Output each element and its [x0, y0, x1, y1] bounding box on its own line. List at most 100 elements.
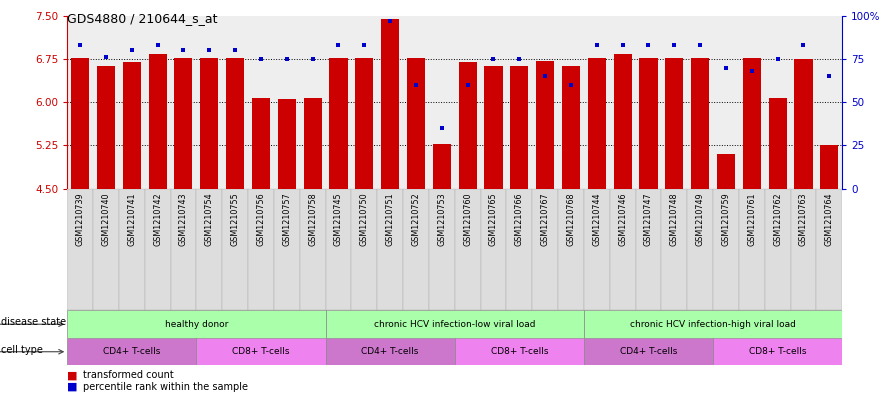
- Bar: [588, 59, 606, 189]
- Text: chronic HCV infection-high viral load: chronic HCV infection-high viral load: [630, 320, 796, 329]
- Bar: [222, 189, 248, 310]
- Point: [797, 42, 811, 48]
- Bar: [97, 66, 115, 189]
- Bar: [661, 189, 687, 310]
- Text: GSM1210739: GSM1210739: [75, 192, 84, 246]
- Bar: [67, 310, 325, 338]
- Bar: [170, 189, 196, 310]
- Point: [513, 56, 527, 62]
- Bar: [665, 59, 684, 189]
- Text: GSM1210764: GSM1210764: [825, 192, 834, 246]
- Point: [668, 42, 682, 48]
- Point: [125, 47, 139, 53]
- Text: CD4+ T-cells: CD4+ T-cells: [620, 347, 677, 356]
- Bar: [713, 338, 842, 365]
- Text: GSM1210753: GSM1210753: [437, 192, 446, 246]
- Bar: [248, 189, 274, 310]
- Text: GSM1210741: GSM1210741: [127, 192, 136, 246]
- Text: GSM1210746: GSM1210746: [618, 192, 627, 246]
- Point: [280, 56, 294, 62]
- Bar: [325, 310, 584, 338]
- Point: [461, 82, 475, 88]
- Bar: [790, 189, 816, 310]
- Point: [202, 47, 217, 53]
- Text: GSM1210751: GSM1210751: [385, 192, 394, 246]
- Bar: [769, 97, 787, 189]
- Text: GSM1210765: GSM1210765: [489, 192, 498, 246]
- Point: [383, 18, 397, 24]
- Point: [719, 64, 733, 71]
- Point: [771, 56, 785, 62]
- Text: CD8+ T-cells: CD8+ T-cells: [749, 347, 806, 356]
- Text: GSM1210767: GSM1210767: [540, 192, 549, 246]
- Text: GSM1210758: GSM1210758: [308, 192, 317, 246]
- Point: [616, 42, 630, 48]
- Point: [151, 42, 165, 48]
- Text: GSM1210749: GSM1210749: [695, 192, 704, 246]
- Text: GSM1210762: GSM1210762: [773, 192, 782, 246]
- Text: GSM1210754: GSM1210754: [205, 192, 214, 246]
- Text: GSM1210744: GSM1210744: [592, 192, 601, 246]
- Bar: [687, 189, 713, 310]
- Bar: [816, 189, 842, 310]
- Bar: [506, 189, 532, 310]
- Bar: [454, 338, 584, 365]
- Point: [693, 42, 707, 48]
- Bar: [717, 154, 735, 189]
- Bar: [67, 338, 196, 365]
- Point: [99, 54, 113, 61]
- Text: chronic HCV infection-low viral load: chronic HCV infection-low viral load: [374, 320, 536, 329]
- Text: GSM1210756: GSM1210756: [256, 192, 265, 246]
- Point: [564, 82, 578, 88]
- Bar: [274, 189, 299, 310]
- Text: healthy donor: healthy donor: [165, 320, 228, 329]
- Bar: [480, 189, 506, 310]
- Text: GSM1210763: GSM1210763: [799, 192, 808, 246]
- Text: GSM1210761: GSM1210761: [747, 192, 756, 246]
- Bar: [429, 189, 454, 310]
- Text: GSM1210757: GSM1210757: [282, 192, 291, 246]
- Text: transformed count: transformed count: [83, 370, 174, 380]
- Text: GSM1210740: GSM1210740: [101, 192, 110, 246]
- Bar: [226, 59, 245, 189]
- Text: GSM1210745: GSM1210745: [334, 192, 343, 246]
- Bar: [433, 144, 451, 189]
- Bar: [145, 189, 170, 310]
- Point: [358, 42, 372, 48]
- Bar: [304, 97, 322, 189]
- Bar: [713, 189, 739, 310]
- Bar: [407, 59, 425, 189]
- Point: [435, 125, 449, 131]
- Text: percentile rank within the sample: percentile rank within the sample: [83, 382, 248, 392]
- Text: disease state: disease state: [1, 317, 66, 327]
- Bar: [175, 59, 193, 189]
- Bar: [93, 189, 119, 310]
- Point: [745, 68, 759, 74]
- Point: [228, 47, 242, 53]
- Bar: [795, 59, 813, 189]
- Bar: [558, 189, 584, 310]
- Point: [590, 42, 604, 48]
- Bar: [454, 189, 480, 310]
- Bar: [355, 59, 374, 189]
- Point: [73, 42, 87, 48]
- Text: GSM1210750: GSM1210750: [360, 192, 369, 246]
- Bar: [614, 54, 632, 189]
- Bar: [252, 97, 270, 189]
- Text: GSM1210768: GSM1210768: [566, 192, 575, 246]
- Point: [409, 82, 423, 88]
- Bar: [403, 189, 429, 310]
- Bar: [764, 189, 790, 310]
- Bar: [635, 189, 661, 310]
- Bar: [123, 62, 141, 189]
- Bar: [743, 59, 761, 189]
- Bar: [584, 189, 609, 310]
- Point: [823, 73, 837, 79]
- Bar: [536, 61, 555, 189]
- Bar: [381, 18, 400, 189]
- Point: [332, 42, 346, 48]
- Bar: [330, 59, 348, 189]
- Text: GSM1210766: GSM1210766: [515, 192, 524, 246]
- Text: GSM1210748: GSM1210748: [670, 192, 679, 246]
- Bar: [562, 66, 580, 189]
